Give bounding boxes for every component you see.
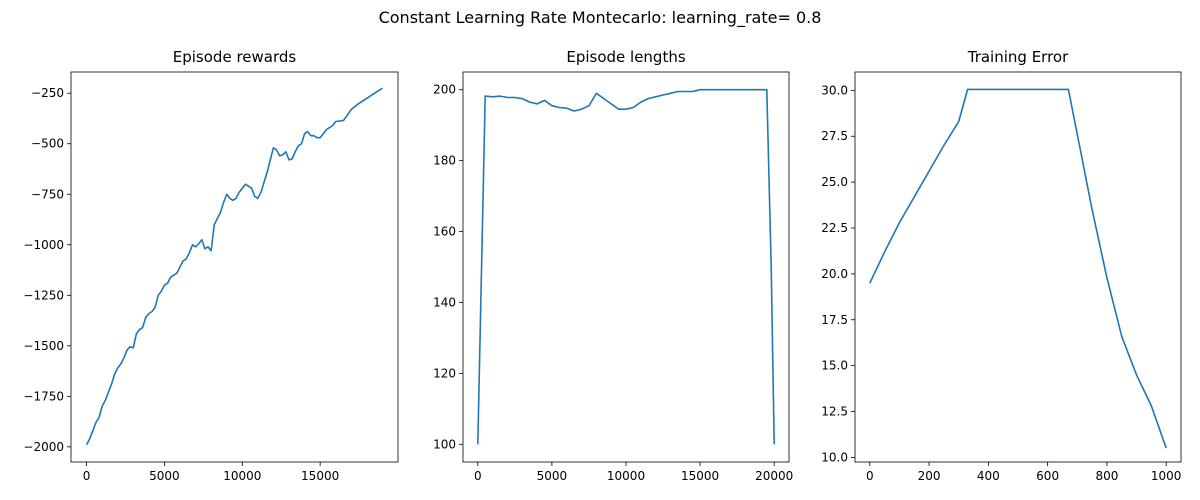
chart-episode-rewards-x-tick-label-0: 0 [83,469,91,483]
chart-training-error-frame [854,71,1182,463]
chart-episode-lengths-x-tick-label-5000: 5000 [537,469,568,483]
chart-training-error-title: Training Error [967,48,1069,66]
chart-episode-lengths: Episode lengths 0 5000 10000 15000 20000 100 12… [433,48,793,483]
chart-episode-rewards-y-tick-label-neg1250: −1250 [23,288,64,302]
chart-training-error-y-tick-label-15: 15.0 [821,359,848,373]
chart-episode-lengths-x-tick-label-0: 0 [474,469,482,483]
chart-episode-rewards-title: Episode rewards [173,48,297,66]
chart-training-error-x-tick-label-200: 200 [918,469,941,483]
chart-episode-lengths-x-tick-label-20000: 20000 [755,469,793,483]
chart-episode-lengths-y-tick-label-180: 180 [433,154,456,168]
chart-episode-lengths-x-tick-label-15000: 15000 [681,469,719,483]
chart-episode-rewards-x-tick-label-5000: 5000 [149,469,180,483]
chart-episode-rewards-series-line-0 [85,87,383,446]
chart-episode-rewards-x-tick-label-10000: 10000 [223,469,261,483]
chart-episode-lengths-y-tick-label-120: 120 [433,366,456,380]
chart-training-error-y-tick-label-17_5: 17.5 [821,313,848,327]
chart-training-error-y-tick-label-10: 10.0 [821,450,848,464]
chart-episode-lengths-title: Episode lengths [566,48,685,66]
chart-training-error-y-tick-label-30: 30.0 [821,83,848,97]
chart-training-error-y-tick-label-22_5: 22.5 [821,221,848,235]
chart-training-error-y-tick-label-25: 25.0 [821,175,848,189]
chart-episode-rewards-y-tick-label-neg2000: −2000 [23,440,64,454]
chart-training-error-x-tick-label-400: 400 [977,469,1000,483]
chart-training-error-y-tick-label-12_5: 12.5 [821,405,848,419]
chart-training-error-series-line-0 [869,88,1167,449]
chart-episode-rewards-y-tick-label-neg1000: −1000 [23,238,64,252]
chart-training-error-x-tick-label-1000: 1000 [1151,469,1182,483]
chart-episode-rewards-x-tick-label-15000: 15000 [301,469,339,483]
chart-episode-rewards-y-tick-label-neg250: −250 [31,86,64,100]
chart-episode-rewards-y-tick-label-neg750: −750 [31,187,64,201]
figure-title: Constant Learning Rate Montecarlo: learn… [378,8,822,27]
chart-training-error: Training Error 0 200 400 600 800 1000 10.0 12.5 1… [821,48,1181,483]
chart-episode-lengths-y-tick-label-160: 160 [433,225,456,239]
chart-training-error-x-tick-label-0: 0 [866,469,874,483]
chart-training-error-y-tick-label-20: 20.0 [821,267,848,281]
chart-episode-lengths-series-line-0 [477,88,775,445]
chart-episode-lengths-y-tick-label-100: 100 [433,437,456,451]
chart-episode-lengths-y-tick-label-200: 200 [433,83,456,97]
chart-training-error-x-tick-label-600: 600 [1036,469,1059,483]
chart-episode-lengths-x-tick-label-10000: 10000 [607,469,645,483]
chart-episode-rewards-frame [70,71,399,463]
chart-episode-rewards: Episode rewards 0 5000 10000 15000 −2000 −1750… [23,48,399,483]
chart-episode-rewards-y-tick-label-neg500: −500 [31,137,64,151]
chart-episode-rewards-y-tick-label-neg1500: −1500 [23,339,64,353]
chart-training-error-y-tick-label-27_5: 27.5 [821,129,848,143]
chart-episode-lengths-frame [462,71,790,463]
chart-episode-rewards-y-tick-label-neg1750: −1750 [23,389,64,403]
chart-episode-lengths-y-tick-label-140: 140 [433,295,456,309]
chart-training-error-x-tick-label-800: 800 [1095,469,1118,483]
